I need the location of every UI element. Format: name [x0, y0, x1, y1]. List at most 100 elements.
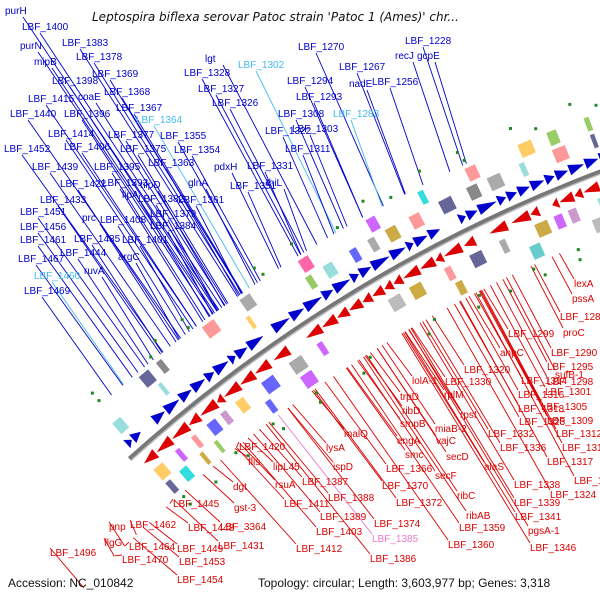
gene-label[interactable]: LBF_1375 — [120, 144, 167, 155]
gene-label[interactable]: LBF_1422 — [60, 179, 107, 190]
gene-label[interactable]: LBF_1361 — [178, 195, 225, 206]
gene-label[interactable]: recJ — [395, 51, 414, 62]
gene-label[interactable]: LBF_1369 — [92, 69, 139, 80]
gene-label[interactable]: ribC — [457, 491, 475, 502]
gene-label[interactable]: thiL — [266, 178, 283, 189]
gene-label[interactable]: LBF_1433 — [40, 195, 87, 206]
gene-label[interactable]: ispD — [333, 462, 353, 473]
gene-label[interactable]: LBF_1395 — [94, 162, 141, 173]
gene-label[interactable]: LBF_1403 — [316, 527, 363, 538]
gene-label[interactable]: LBF_1448 — [188, 523, 235, 534]
gene-label[interactable]: lexA — [574, 279, 594, 290]
gene-label[interactable]: LBF_1440 — [10, 109, 57, 120]
gene-label[interactable]: LBF_1435 — [74, 234, 121, 245]
gene-label[interactable]: LBF_1367 — [116, 103, 163, 114]
gene-label[interactable]: secF — [435, 471, 457, 482]
gene-label[interactable]: coaE — [78, 92, 101, 103]
gene-label[interactable]: LBF_1368 — [104, 87, 151, 98]
gene-label[interactable]: LBF_1461 — [20, 235, 67, 246]
gene-label[interactable]: LBF_1453 — [179, 557, 226, 568]
gene-label[interactable]: LBF_3364 — [220, 522, 267, 533]
gene-label[interactable]: lysA — [326, 443, 345, 454]
gene-label[interactable]: LBF_1382 — [138, 194, 185, 205]
gene-label[interactable]: pssA — [572, 294, 595, 305]
gene-label[interactable]: LBF_1496 — [50, 548, 97, 559]
gene-label[interactable]: LBF_1312 — [556, 429, 600, 440]
gene-label[interactable]: LBF_1408 — [100, 215, 147, 226]
gene-label[interactable]: LBF_1331 — [247, 161, 294, 172]
gene-label[interactable]: LBF_1444 — [60, 248, 107, 259]
gene-label[interactable]: LBF_1449 — [177, 544, 224, 555]
gene-label[interactable]: LBF_1467 — [18, 254, 65, 265]
gene-label[interactable]: LBF_1355 — [160, 131, 207, 142]
gene-label[interactable]: purN — [20, 41, 42, 52]
gene-label[interactable]: lgt — [205, 54, 216, 65]
gene-label[interactable]: LBF_1456 — [20, 222, 67, 233]
gene-label[interactable]: LBF_1318 — [518, 404, 565, 415]
gene-label[interactable]: LBF_1267 — [339, 62, 386, 73]
gene-label[interactable]: LBF_1316 — [518, 390, 565, 401]
gene-label[interactable]: gcpE — [417, 51, 440, 62]
gene-label[interactable]: LBF_1379 — [150, 209, 197, 220]
gene-label[interactable]: purH — [5, 6, 27, 17]
gene-label[interactable]: gst-3 — [234, 503, 257, 514]
gene-label[interactable]: LBF_1330 — [445, 377, 492, 388]
gene-label[interactable]: LBF_1332 — [488, 429, 535, 440]
gene-label[interactable]: rsuA — [275, 480, 296, 491]
gene-label[interactable]: LBF_1383 — [62, 38, 109, 49]
gene-label[interactable]: prc — [82, 213, 96, 224]
gene-label[interactable]: LBF_1339 — [514, 498, 561, 509]
gene-label[interactable]: LBF_1311 — [285, 144, 331, 155]
gene-label[interactable]: lipL45 — [273, 462, 300, 473]
gene-label[interactable]: vajC — [436, 436, 456, 447]
gene-label[interactable]: LBF_1256 — [372, 77, 419, 88]
gene-label[interactable]: pnp — [109, 522, 126, 533]
gene-label[interactable]: LBF_1324 — [550, 490, 597, 501]
gene-label[interactable]: LBF_1372 — [396, 498, 443, 509]
gene-label[interactable]: LBF_1401 — [122, 235, 169, 246]
gene-label[interactable]: alaS — [484, 462, 504, 473]
gene-label[interactable]: LBF_1460 — [34, 271, 81, 282]
gene-label[interactable]: ribAB — [466, 511, 491, 522]
gene-label[interactable]: LBF_1360 — [448, 540, 495, 551]
gene-label[interactable]: LBF_1384 — [150, 221, 197, 232]
gene-label[interactable]: LBF_1454 — [177, 575, 224, 586]
gene-label[interactable]: LBF_1439 — [32, 162, 79, 173]
gene-label[interactable]: LBF_1470 — [122, 555, 169, 566]
gene-label[interactable]: LBF_1270 — [298, 42, 345, 53]
gene-label[interactable]: LBF_1412 — [296, 544, 343, 555]
gene-label[interactable]: LBF_1319 — [574, 476, 600, 487]
gene-label[interactable]: LBF_1320 — [464, 365, 511, 376]
gene-label[interactable]: LBF_1354 — [174, 145, 221, 156]
gene-label[interactable]: glnA — [188, 178, 208, 189]
gene-label[interactable]: LBF_1301 — [545, 387, 592, 398]
gene-label[interactable]: LBF_1385 — [372, 534, 419, 545]
gene-label[interactable]: LBF_1299 — [508, 329, 555, 340]
gene-label[interactable]: LBF_1303 — [292, 124, 339, 135]
gene-label[interactable]: nadE — [349, 79, 373, 90]
gene-label[interactable]: LBF_1406 — [64, 142, 111, 153]
gene-label[interactable]: LBF_1326 — [212, 98, 259, 109]
gene-label[interactable]: proC — [563, 328, 585, 339]
gene-label[interactable]: LBF_1363 — [148, 158, 195, 169]
gene-label[interactable]: LBF_1400 — [22, 22, 69, 33]
gene-label[interactable]: LBF_1462 — [130, 520, 177, 531]
gene-label[interactable]: LBF_1351 — [230, 181, 277, 192]
gene-label[interactable]: smpB — [400, 419, 426, 430]
gene-label[interactable]: LBF_1317 — [547, 457, 594, 468]
gene-label[interactable]: LBF_1359 — [459, 523, 506, 534]
gene-label[interactable]: sufB-1 — [555, 370, 584, 381]
gene-label[interactable]: pgsA-1 — [528, 526, 560, 537]
gene-label[interactable]: LBF_1388 — [328, 493, 375, 504]
gene-label[interactable]: LBF_1398 — [52, 76, 99, 87]
gene-label[interactable]: LBF_1386 — [370, 554, 417, 565]
gene-label[interactable]: pdxH — [214, 162, 237, 173]
gene-label[interactable]: LBF_1322 — [265, 126, 312, 137]
gene-label[interactable]: ruvA — [84, 266, 105, 277]
gene-label[interactable]: argC — [118, 252, 140, 263]
gene-label[interactable]: LBF_1338 — [514, 480, 561, 491]
gene-label[interactable]: LBF_1302 — [238, 60, 285, 71]
gene-label[interactable]: LBF_1366 — [386, 464, 433, 475]
gene-label[interactable]: LBF_1308 — [278, 109, 325, 120]
gene-label[interactable]: LBF_1377 — [108, 130, 155, 141]
